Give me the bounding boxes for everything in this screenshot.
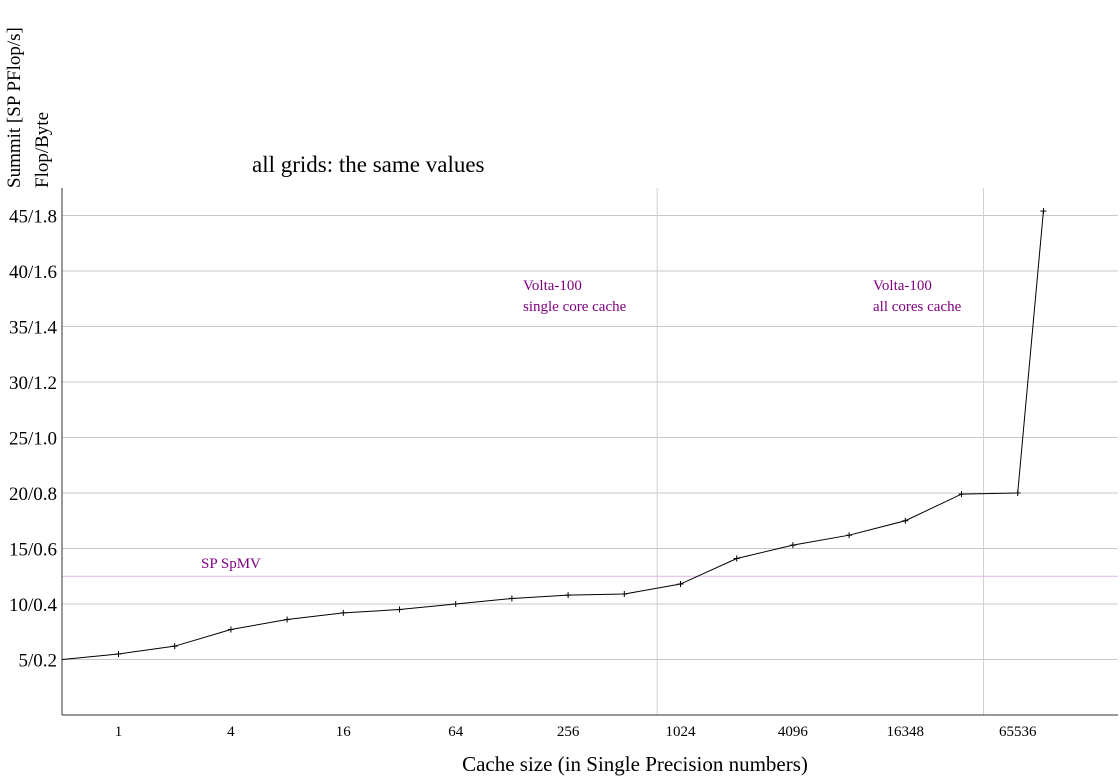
annotation-all-cores-line2: all cores cache [873,299,962,315]
x-tick-label: 16 [336,724,352,740]
data-point [565,592,572,599]
y-axis-label-line1: Summit [SP PFlop/s] [4,27,25,188]
data-point [284,616,291,623]
data-point [1014,490,1021,496]
data-point [621,591,628,598]
y-tick-label: 45/1.8 [9,207,57,228]
data-point [396,606,403,613]
y-axis-label-line2: Flop/Byte [32,111,53,188]
data-point [958,491,965,498]
data-point [171,643,178,650]
y-tick-label: 40/1.6 [9,262,57,283]
data-point [677,581,684,588]
y-tick-label: 35/1.4 [9,318,58,339]
y-tick-label: 30/1.2 [9,373,57,394]
data-point [789,542,796,549]
annotation-single-core-line2: single core cache [523,299,627,315]
y-tick-label: 15/0.6 [9,540,57,561]
x-tick-label: 1024 [666,724,697,740]
data-point [227,626,234,633]
grid-lines [62,215,1118,660]
x-tick-label: 1 [115,724,123,740]
x-tick-label: 4096 [778,724,809,740]
x-tick-label: 64 [448,724,464,740]
annotation-single-core-cache: Volta-100 single core cache [523,276,626,318]
y-tick-label: 10/0.4 [9,595,58,616]
x-tick-label: 4 [227,724,235,740]
annotation-all-cores-line1: Volta-100 [873,278,932,294]
axes [61,188,1118,716]
annotation-sp-spmv: SP SpMV [201,556,261,572]
y-tick-label: 20/0.8 [9,484,57,505]
data-point [846,532,853,539]
x-tick-label: 65536 [999,724,1037,740]
x-axis-label: Cache size (in Single Precision numbers) [462,752,808,776]
annotation-all-cores-cache: Volta-100 all cores cache [873,276,961,318]
data-point [508,595,515,602]
x-tick-label: 256 [557,724,580,740]
data-point [115,650,122,657]
data-point [733,555,740,562]
data-series [62,208,1047,660]
y-tick-label: 25/1.0 [9,429,57,450]
y-tick-labels: 5/0.2 10/0.4 15/0.6 20/0.8 25/1.0 30/1.2 35/1.… [9,207,58,672]
data-point [340,609,347,616]
annotation-single-core-line1: Volta-100 [523,278,582,294]
data-point [1040,208,1047,215]
chart-title: all grids: the same values [252,152,485,177]
y-tick-label: 5/0.2 [18,651,57,672]
data-point [902,517,909,524]
data-point [452,601,459,607]
x-tick-label: 16348 [887,724,925,740]
reference-lines [62,188,1118,715]
x-tick-labels: 1 4 16 64 256 1024 4096 16348 65536 [115,724,1037,740]
